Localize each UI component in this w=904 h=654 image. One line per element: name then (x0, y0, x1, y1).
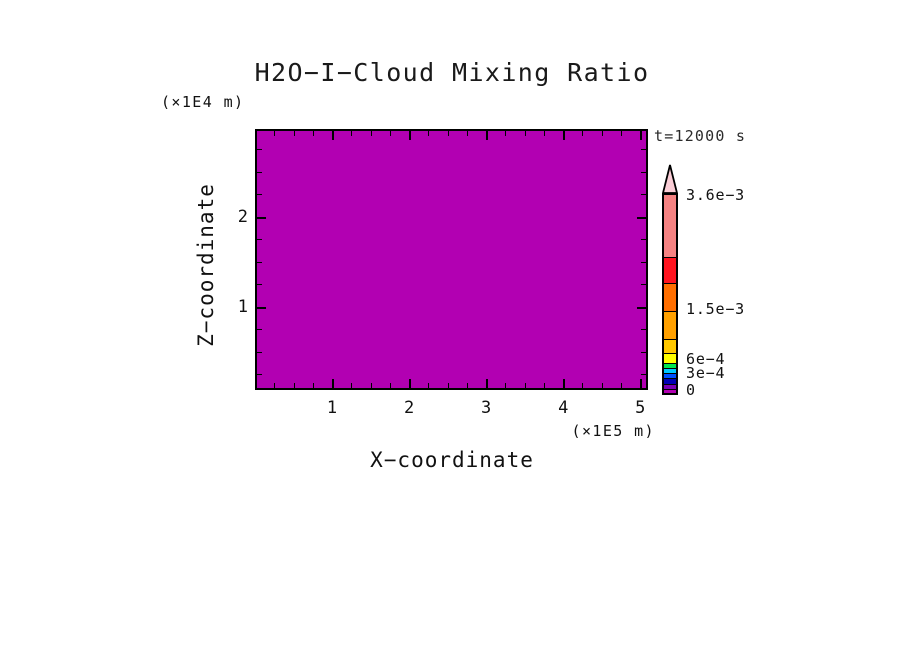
axis-tick (505, 383, 506, 388)
axis-tick (641, 194, 646, 195)
colorbar-segment (664, 368, 676, 373)
axis-tick (582, 383, 583, 388)
axis-tick (640, 379, 642, 388)
colorbar-segment (664, 389, 676, 393)
x-tick-label: 5 (635, 398, 646, 418)
axis-tick (641, 172, 646, 173)
axis-tick (332, 131, 334, 140)
axis-tick (257, 217, 266, 219)
axis-tick (637, 307, 646, 309)
axis-tick (641, 284, 646, 285)
y-tick-label: 2 (237, 206, 248, 227)
axis-tick (257, 329, 262, 330)
axis-tick (294, 131, 295, 136)
axis-tick (351, 383, 352, 388)
axis-tick (257, 262, 262, 263)
axis-tick (332, 379, 334, 388)
colorbar-segment (664, 373, 676, 378)
axis-tick (257, 374, 262, 375)
axis-tick (257, 284, 262, 285)
axis-tick (637, 217, 646, 219)
colorbar-segment (664, 283, 676, 311)
axis-tick (371, 131, 372, 136)
axis-tick (563, 379, 565, 388)
colorbar-segments (662, 193, 678, 395)
colorbar-segment (664, 195, 676, 257)
axis-tick (294, 383, 295, 388)
axis-tick (390, 383, 391, 388)
axis-tick (486, 379, 488, 388)
colorbar-level-label: 3.6e−3 (686, 186, 745, 204)
y-axis-title: Z−coordinate (194, 183, 218, 347)
axis-tick (525, 131, 526, 136)
axis-tick (486, 131, 488, 140)
axis-tick (448, 383, 449, 388)
y-tick-label: 1 (237, 296, 248, 317)
axis-tick (640, 131, 642, 140)
axis-tick (582, 131, 583, 136)
x-tick-label: 2 (403, 398, 415, 418)
axis-tick (257, 307, 266, 309)
x-tick-label: 3 (481, 398, 492, 418)
axis-tick (641, 374, 646, 375)
axis-tick (467, 131, 468, 136)
axis-tick (257, 239, 262, 240)
axis-tick (505, 131, 506, 136)
colorbar-level-label: 6e−4 (686, 350, 726, 368)
colorbar-segment (664, 353, 676, 363)
axis-tick (257, 194, 262, 195)
axis-tick (641, 329, 646, 330)
axis-tick (257, 149, 262, 150)
axis-tick (257, 172, 262, 173)
axis-tick (621, 383, 622, 388)
y-axis-unit-label: (×1E4 m) (161, 93, 245, 111)
colorbar-segment (664, 257, 676, 283)
colorbar-segment (664, 384, 676, 389)
axis-tick (641, 262, 646, 263)
colorbar-segment (664, 339, 676, 353)
x-tick-label: 1 (326, 398, 338, 418)
colorbar-level-label: 1.5e−3 (686, 300, 745, 318)
axis-tick (621, 131, 622, 136)
axis-tick (428, 383, 429, 388)
axis-tick (602, 131, 603, 136)
axis-tick (602, 383, 603, 388)
x-tick-label: 4 (558, 398, 569, 418)
chart-title: H2O−I−Cloud Mixing Ratio (254, 58, 650, 87)
axis-tick (641, 239, 646, 240)
axis-tick (563, 131, 565, 140)
colorbar-segment (664, 363, 676, 368)
axis-tick (409, 379, 411, 388)
colorbar-segment (664, 311, 676, 339)
x-axis-title: X−coordinate (370, 448, 534, 472)
axis-tick (409, 131, 411, 140)
axis-tick (371, 383, 372, 388)
axis-tick (544, 383, 545, 388)
axis-tick (274, 383, 275, 388)
axis-tick (313, 131, 314, 136)
axis-tick (448, 131, 449, 136)
axis-tick (390, 131, 391, 136)
axis-tick (467, 383, 468, 388)
colorbar-segment (664, 378, 676, 384)
axis-tick (641, 352, 646, 353)
x-axis-unit-label: (×1E5 m) (571, 422, 655, 440)
colorbar-level-label: 0 (686, 381, 696, 399)
time-annotation: t=12000 s (654, 127, 747, 145)
axis-tick (274, 131, 275, 136)
plot-area (255, 129, 648, 390)
axis-tick (641, 149, 646, 150)
colorbar-level-label: 3e−4 (686, 364, 726, 382)
axis-tick (525, 383, 526, 388)
axis-tick (544, 131, 545, 136)
axis-tick (428, 131, 429, 136)
colorbar-arrow-tip (662, 164, 678, 193)
axis-tick (351, 131, 352, 136)
axis-tick (257, 352, 262, 353)
axis-tick (313, 383, 314, 388)
